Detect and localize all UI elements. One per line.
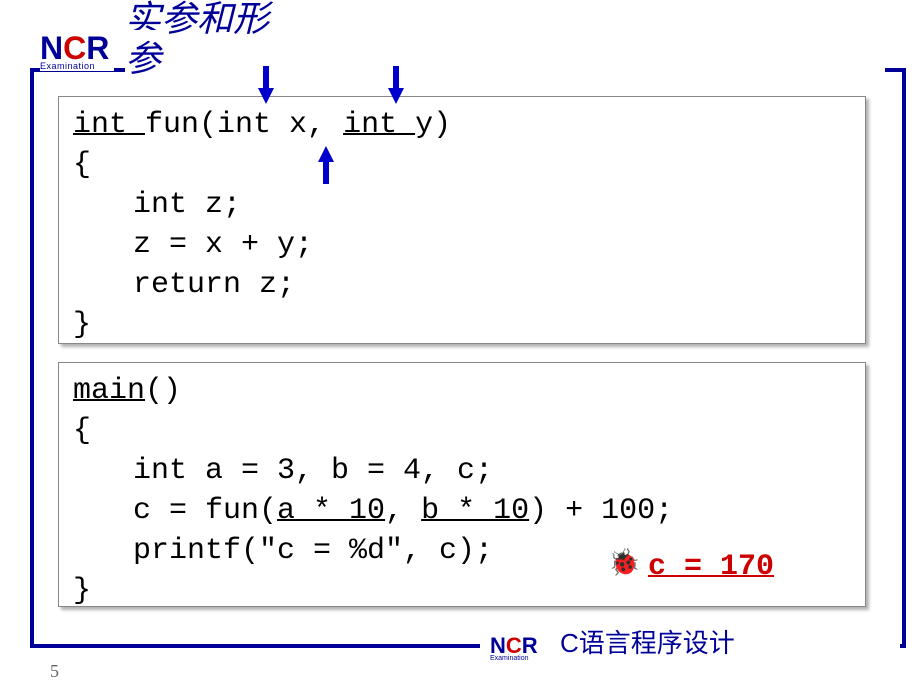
title-cover bbox=[125, 50, 885, 80]
code-line: c = fun(a * 10, b * 10) + 100; bbox=[73, 491, 851, 531]
code-line: { bbox=[73, 145, 851, 185]
code-line: { bbox=[73, 411, 851, 451]
code-line: z = x + y; bbox=[73, 225, 851, 265]
code-line: } bbox=[73, 305, 851, 345]
title-line2: 参 bbox=[125, 30, 169, 82]
ladybug-icon: 🐞 bbox=[608, 548, 640, 579]
logo-top: NCR Examination bbox=[40, 30, 114, 71]
code-box-fun: int fun(int x, int y) { int z; z = x + y… bbox=[58, 96, 866, 344]
code-line: int a = 3, b = 4, c; bbox=[73, 451, 851, 491]
arrow-down-icon bbox=[258, 88, 274, 104]
arrow-down-icon bbox=[388, 88, 404, 104]
code-line: int fun(int x, int y) bbox=[73, 105, 851, 145]
code-line: main() bbox=[73, 371, 851, 411]
result-output: c = 170 bbox=[648, 550, 774, 584]
logo-bottom: NCR Examination bbox=[490, 633, 538, 662]
page-number: 5 bbox=[50, 661, 59, 682]
code-line: int z; bbox=[73, 185, 851, 225]
code-line: return z; bbox=[73, 265, 851, 305]
footer-title: C语言程序设计 bbox=[560, 623, 735, 660]
arrow-up-icon bbox=[318, 146, 334, 162]
